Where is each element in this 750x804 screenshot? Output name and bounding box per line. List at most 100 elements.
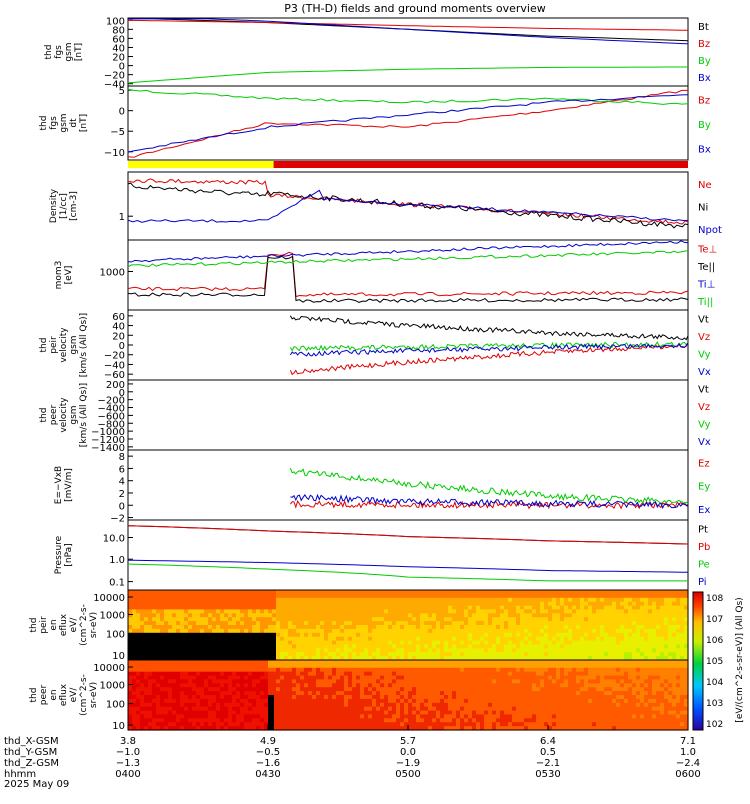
spec-cell [648,633,653,638]
spec-cell [212,703,217,708]
spec-cell [272,679,277,684]
spec-cell [136,699,141,704]
spec-cell [608,609,613,614]
spec-cell [272,602,277,607]
spec-cell [556,598,561,603]
spec-cell [632,609,637,614]
spec-cell [156,613,161,618]
spec-cell [180,617,185,622]
spec-cell [628,609,633,614]
spec-cell [152,668,157,673]
spec-cell [188,621,193,626]
spec-cell [560,699,565,704]
spec-cell [472,691,477,696]
spec-cell [668,590,673,595]
spec-cell [336,598,341,603]
spec-cell [548,672,553,677]
spec-cell [592,664,597,669]
spec-cell [348,625,353,630]
legend-density-1: Ni [698,203,708,214]
spec-cell [512,648,517,653]
spec-cell [172,703,177,708]
spec-cell [208,722,213,727]
spec-cell [432,691,437,696]
spec-cell [448,679,453,684]
y-tick-label: 8 [119,452,125,463]
spec-cell [368,699,373,704]
spec-cell [292,621,297,626]
spec-cell [256,625,261,630]
spec-cell [260,687,265,692]
spec-cell [156,594,161,599]
spec-cell [516,722,521,727]
spec-cell [168,695,173,700]
spec-cell [376,621,381,626]
spec-cell [276,672,281,677]
spec-cell [208,683,213,688]
spec-cell [140,590,145,595]
spec-cell [268,598,273,603]
spec-cell [324,629,329,634]
spec-cell [300,648,305,653]
spec-cell [492,644,497,649]
spec-cell [184,707,189,712]
spec-cell [560,609,565,614]
spec-cell [440,683,445,688]
spec-cell [508,703,513,708]
spec-cell [384,687,389,692]
spec-cell [624,683,629,688]
spec-cell [256,687,261,692]
spec-cell [436,609,441,614]
spec-cell [468,644,473,649]
spec-cell [568,672,573,677]
spec-cell [396,633,401,638]
spec-cell [576,695,581,700]
spec-cell [148,679,153,684]
spec-cell [224,617,229,622]
spec-cell [216,691,221,696]
spec-cell [288,617,293,622]
spec-cell [424,613,429,618]
spec-cell [324,602,329,607]
spec-cell [496,679,501,684]
spec-cell [252,668,257,673]
spec-cell [332,687,337,692]
spec-cell [552,718,557,723]
spec-cell [284,660,289,665]
legend-density-2: Npot [698,225,722,236]
spec-cell [240,722,245,727]
spec-cell [180,691,185,696]
spec-cell [268,672,273,677]
spec-cell [140,625,145,630]
spec-cell [144,672,149,677]
spec-cell [284,609,289,614]
spec-cell [312,598,317,603]
spec-cell [200,590,205,595]
spec-cell [484,718,489,723]
spec-cell [352,695,357,700]
spec-cell [576,629,581,634]
spec-cell [236,718,241,723]
spec-cell [620,660,625,665]
spec-cell [572,664,577,669]
spec-cell [140,613,145,618]
spec-cell [636,590,641,595]
spec-cell [136,660,141,665]
spec-cell [608,644,613,649]
spec-cell [512,598,517,603]
spec-cell [196,590,201,595]
spec-cell [388,718,393,723]
spec-cell [564,644,569,649]
y-label-line: [km/s (All Qs)] [79,313,89,377]
spec-cell [584,699,589,704]
spec-cell [412,699,417,704]
spec-cell [404,644,409,649]
spec-cell [492,699,497,704]
spec-cell [604,633,609,638]
spec-cell [332,598,337,603]
spec-cell [628,652,633,657]
spec-cell [276,609,281,614]
spec-cell [452,714,457,719]
spec-cell [504,621,509,626]
spec-cell [592,679,597,684]
